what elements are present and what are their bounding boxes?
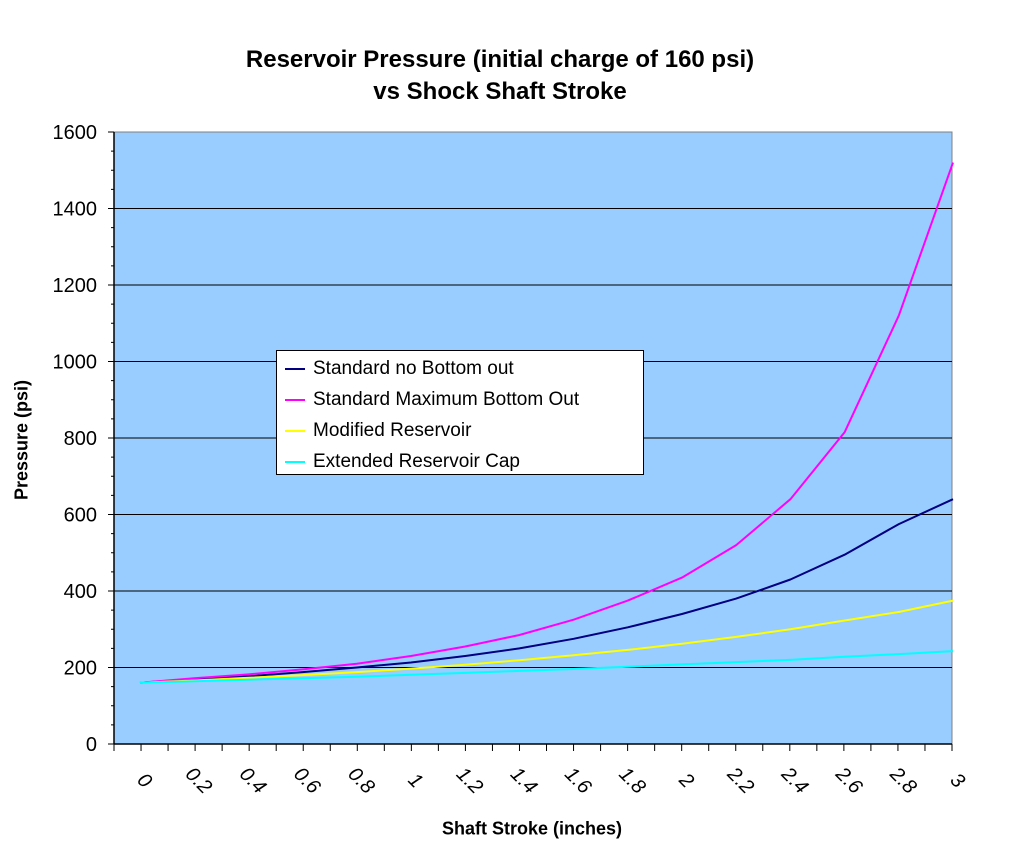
legend-label: Extended Reservoir Cap — [313, 450, 520, 472]
series-line-4 — [139, 650, 954, 684]
y-tick-label: 600 — [64, 505, 97, 527]
title-line-2: vs Shock Shaft Stroke — [373, 78, 627, 105]
series-line-3 — [139, 599, 954, 684]
legend-label: Standard Maximum Bottom Out — [313, 388, 580, 410]
x-tick-label: 1.8 — [614, 763, 649, 798]
x-tick-label: 1.2 — [452, 763, 487, 798]
title-line-1: Reservoir Pressure (initial charge of 16… — [245, 46, 755, 73]
x-tick-label: 2.6 — [831, 762, 868, 799]
legend-swatch — [285, 367, 305, 370]
y-tick-label: 1200 — [53, 275, 98, 297]
legend-swatch — [285, 398, 305, 401]
legend-item: Standard no Bottom out — [285, 353, 514, 384]
legend-label: Standard no Bottom out — [313, 357, 514, 379]
legend: Standard no Bottom out Standard Maximum B… — [276, 350, 644, 475]
x-axis-label: Shaft Stroke (inches) — [441, 818, 623, 839]
x-tick-label: 3 — [946, 769, 969, 792]
x-tick-label: 0.2 — [181, 763, 216, 798]
x-tick-label: 0.4 — [235, 763, 270, 798]
legend-item: Modified Reservoir — [285, 415, 471, 446]
series-line-1 — [139, 498, 954, 684]
x-tick-label: 2.8 — [885, 762, 921, 798]
x-tick-label: 1.4 — [506, 763, 541, 798]
x-tick-label: 2 — [674, 768, 698, 792]
x-tick-label: 2.2 — [722, 762, 758, 798]
x-tick-label: 0 — [133, 769, 156, 792]
y-tick-label: 400 — [64, 581, 97, 603]
legend-item: Standard Maximum Bottom Out — [285, 384, 579, 415]
series-line-2 — [139, 162, 954, 684]
legend-label: Modified Reservoir — [313, 419, 472, 441]
y-tick-label: 1000 — [53, 352, 98, 374]
legend-item: Extended Reservoir Cap — [285, 446, 520, 477]
y-tick-label: 800 — [64, 428, 97, 450]
x-tick-label: 1 — [404, 769, 427, 792]
legend-swatch — [285, 460, 305, 463]
legend-swatch — [285, 429, 305, 432]
y-tick-label: 1600 — [53, 122, 98, 144]
x-tick-label: 0.6 — [289, 763, 325, 799]
y-tick-label: 200 — [64, 658, 97, 680]
y-tick-label: 0 — [86, 734, 97, 756]
y-tick-label: 1400 — [53, 199, 98, 221]
x-tick-label: 1.6 — [560, 763, 596, 799]
series-lines — [139, 162, 954, 684]
axes — [108, 131, 953, 751]
chart-title: Reservoir Pressure (initial charge of 16… — [0, 44, 1000, 108]
x-tick-label: 0.8 — [343, 763, 378, 798]
x-tick-label: 2.4 — [776, 762, 812, 798]
